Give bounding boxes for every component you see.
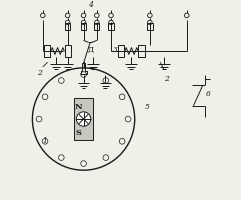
Text: 3: 3 bbox=[113, 46, 118, 54]
Bar bbox=[81, 24, 86, 31]
Text: 5: 5 bbox=[145, 102, 150, 110]
Text: N: N bbox=[75, 102, 83, 110]
Text: Д: Д bbox=[88, 46, 94, 54]
Bar bbox=[65, 24, 70, 31]
Bar bbox=[74, 99, 93, 140]
Bar bbox=[139, 46, 145, 57]
Bar bbox=[94, 24, 100, 31]
Bar bbox=[108, 24, 114, 31]
Text: 2: 2 bbox=[37, 68, 42, 76]
Bar bbox=[118, 46, 124, 57]
Text: 2: 2 bbox=[164, 75, 169, 83]
Text: S: S bbox=[76, 129, 82, 137]
Text: 4: 4 bbox=[88, 1, 93, 9]
Text: 1: 1 bbox=[43, 136, 48, 144]
Text: 6: 6 bbox=[206, 89, 211, 97]
Bar bbox=[147, 24, 153, 31]
Bar bbox=[65, 46, 71, 57]
Bar bbox=[44, 46, 50, 57]
Circle shape bbox=[76, 112, 91, 127]
